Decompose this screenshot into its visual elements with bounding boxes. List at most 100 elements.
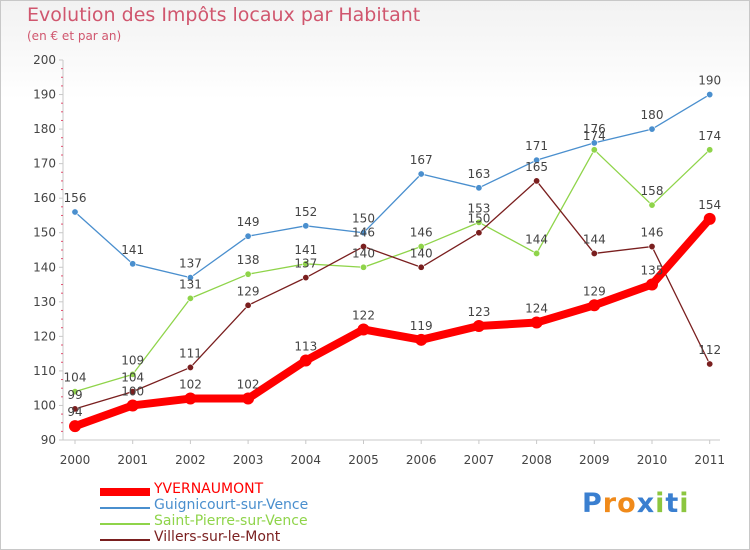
data-point-3 (359, 243, 367, 251)
y-tick-label: 180 (33, 122, 56, 136)
data-point-3 (590, 249, 598, 257)
data-label-3: 99 (67, 388, 82, 402)
legend-swatch-saint-pierre (100, 523, 150, 525)
x-tick-label: 2005 (348, 453, 379, 467)
data-point-3 (417, 263, 425, 271)
data-label-2: 138 (237, 253, 260, 267)
data-label-3: 129 (237, 284, 260, 298)
data-point-0 (357, 323, 370, 336)
data-point-1 (302, 222, 310, 230)
y-tick-label: 150 (33, 226, 56, 240)
legend-swatch-villers (100, 539, 150, 541)
data-point-0 (242, 392, 255, 405)
data-label-1: 150 (352, 212, 375, 226)
data-label-2: 146 (410, 226, 433, 240)
data-point-0 (415, 333, 428, 346)
data-label-2: 131 (179, 277, 202, 291)
data-label-3: 165 (525, 160, 548, 174)
data-label-2: 174 (698, 129, 721, 143)
data-label-0: 94 (67, 405, 82, 419)
data-point-3 (244, 301, 252, 309)
data-point-3 (71, 405, 79, 413)
logo-letter: o (617, 488, 637, 519)
data-point-1 (648, 125, 656, 133)
data-label-2: 158 (641, 184, 664, 198)
data-label-3: 111 (179, 346, 202, 360)
y-tick-label: 160 (33, 191, 56, 205)
data-label-3: 137 (294, 257, 317, 271)
data-label-2: 144 (525, 232, 548, 246)
data-label-0: 102 (237, 378, 260, 392)
data-point-1 (359, 229, 367, 237)
x-tick-label: 2011 (694, 453, 725, 467)
data-point-0 (299, 354, 312, 367)
data-point-2 (244, 270, 252, 278)
y-tick-label: 90 (41, 433, 56, 447)
data-point-3 (129, 388, 137, 396)
data-label-0: 102 (179, 378, 202, 392)
data-point-3 (533, 177, 541, 185)
data-point-1 (186, 274, 194, 282)
data-label-3: 112 (698, 343, 721, 357)
legend-label-guignicourt: Guignicourt-sur-Vence (154, 497, 309, 513)
data-label-0: 135 (641, 264, 664, 278)
data-point-2 (590, 146, 598, 154)
y-tick-label: 170 (33, 157, 56, 171)
data-label-2: 174 (583, 129, 606, 143)
data-label-2: 141 (294, 243, 317, 257)
data-point-2 (475, 218, 483, 226)
data-point-2 (359, 263, 367, 271)
data-label-0: 100 (121, 384, 144, 398)
y-tick-label: 140 (33, 260, 56, 274)
data-label-1: 137 (179, 257, 202, 271)
data-label-1: 152 (294, 205, 317, 219)
x-tick-label: 2003 (233, 453, 264, 467)
y-tick-label: 100 (33, 398, 56, 412)
x-tick-label: 2001 (117, 453, 148, 467)
data-point-1 (129, 260, 137, 268)
data-label-3: 150 (467, 212, 490, 226)
legend-swatch-guignicourt (100, 507, 150, 509)
data-label-0: 123 (467, 305, 490, 319)
x-tick-label: 2006 (406, 453, 437, 467)
data-label-0: 124 (525, 302, 548, 316)
x-tick-label: 2004 (291, 453, 322, 467)
logo-letter: i (655, 488, 666, 519)
legend-label-saint-pierre: Saint-Pierre-sur-Vence (154, 513, 308, 529)
data-point-2 (648, 201, 656, 209)
data-label-2: 104 (64, 371, 87, 385)
x-tick-label: 2007 (464, 453, 495, 467)
y-tick-label: 120 (33, 329, 56, 343)
data-point-0 (646, 278, 658, 291)
data-label-0: 122 (352, 308, 375, 322)
data-label-0: 119 (410, 319, 433, 333)
data-point-1 (590, 139, 598, 147)
y-tick-label: 130 (33, 295, 56, 309)
data-point-3 (706, 360, 714, 368)
legend-label-yvernaumont: YVERNAUMONT (154, 481, 264, 497)
data-label-3: 144 (583, 232, 606, 246)
data-point-0 (703, 212, 716, 225)
data-point-3 (648, 243, 656, 251)
data-point-2 (417, 243, 425, 251)
data-point-1 (244, 232, 252, 240)
data-point-0 (588, 299, 601, 312)
data-point-1 (475, 184, 483, 192)
data-label-3: 140 (410, 246, 433, 260)
data-point-3 (186, 363, 194, 371)
data-label-1: 167 (410, 153, 433, 167)
data-label-1: 176 (583, 122, 606, 136)
logo-letter: x (636, 488, 656, 519)
x-tick-label: 2000 (60, 453, 91, 467)
data-label-0: 113 (294, 340, 317, 354)
data-point-3 (475, 229, 483, 237)
data-label-0: 154 (698, 198, 721, 212)
data-label-1: 171 (525, 139, 548, 153)
y-tick-label: 200 (33, 53, 56, 67)
data-point-3 (302, 274, 310, 282)
legend-label-villers: Villers-sur-le-Mont (154, 529, 281, 545)
logo-letter: i (679, 488, 690, 519)
data-point-2 (129, 370, 137, 378)
data-label-3: 146 (352, 226, 375, 240)
